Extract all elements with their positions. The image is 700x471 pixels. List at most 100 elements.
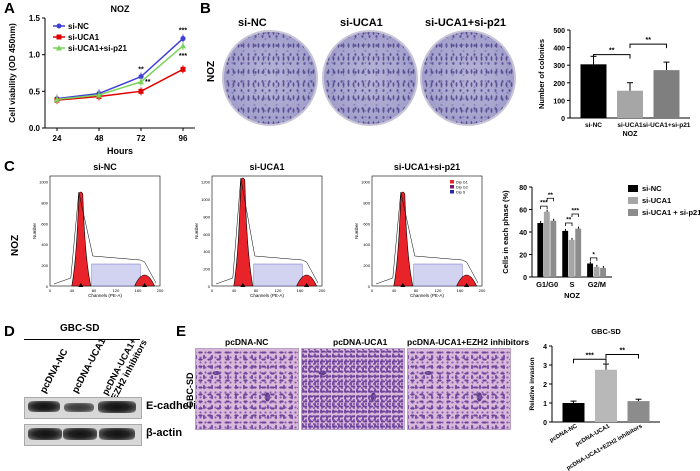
histogram-x-tick-label: 80: [254, 288, 259, 293]
chart-a-x-label: Hours: [107, 146, 133, 156]
chart-a-x-tick-label: 96: [179, 134, 188, 143]
micro-title-pcdna-nc: pcDNA-NC: [225, 337, 269, 347]
chart-a-legend-label: si-UCA1: [68, 33, 100, 42]
chart-b-bar-2: [653, 70, 680, 118]
histogram-x-tick-label: 120: [113, 288, 120, 293]
histogram-marker: [304, 283, 310, 287]
histogram-x-tick-label: 200: [319, 288, 326, 293]
histogram-x-tick-label: 40: [232, 288, 237, 293]
histogram-x-tick-label: 160: [457, 288, 464, 293]
lane-label-pcdna-nc: pcDNA-NC: [38, 347, 71, 396]
histogram-x-label: Channels (PE-A): [88, 293, 122, 298]
chart-e-y-tick-label: 4: [543, 344, 547, 351]
blot-band-2: [64, 403, 94, 412]
chart-c-bar: [575, 228, 582, 277]
histogram-s-phase: [253, 263, 303, 287]
dish-label-si-uca1-si-p21: si-UCA1+si-p21: [425, 17, 507, 29]
histogram-g1-peak: [393, 191, 414, 287]
chart-c-sig: **: [566, 217, 572, 224]
chart-a-series-line-2: [56, 45, 184, 101]
chart-b-y-tick-label: 200: [553, 81, 565, 88]
chart-a-y-label: Cell viability (OD 450nm): [7, 23, 17, 123]
chart-c-legend-label: si-UCA1: [642, 196, 671, 205]
chart-b-x-tick-label: si-UCA1: [617, 122, 643, 129]
histogram-g2-peak: [134, 274, 156, 287]
chart-b-y-tick-label: 0: [561, 116, 565, 123]
colony-dish-si-uca1-si-p21: [420, 30, 516, 126]
chart-a-sig: ***: [179, 53, 187, 60]
chart-b-y-tick-label: 500: [553, 28, 565, 35]
histogram-x-tick-label: 200: [479, 288, 486, 293]
phase-legend-swatch: [450, 190, 454, 194]
chart-a-x-tick-label: 48: [95, 134, 104, 143]
chart-a-title: NOZ: [111, 4, 131, 14]
chart-c-bar: [550, 220, 557, 277]
histogram-y-tick-label: 400: [203, 249, 210, 254]
histogram-x-tick-label: 160: [297, 288, 304, 293]
chart-e-y-tick-label: 3: [543, 363, 547, 370]
chart-a-sig: **: [145, 79, 151, 86]
chart-b-y-label: Number of colonies: [537, 39, 546, 109]
chart-c-bar: [587, 263, 594, 277]
histogram-y-tick-label: 200: [363, 263, 370, 268]
chart-c-legend-label: si-UCA1 + si-p21: [642, 208, 700, 217]
panel-a-letter: A: [4, 0, 15, 17]
histogram-outline: [215, 177, 319, 285]
blot-band-5: [63, 428, 97, 440]
panel-e-row-label: GBC-SD: [185, 372, 195, 409]
phase-legend-swatch: [450, 180, 454, 184]
histogram-y-label: Number: [32, 223, 37, 240]
blot-band-1: [28, 401, 60, 412]
chart-b-x-label: NOZ: [623, 131, 639, 138]
chart-b-bar-0: [580, 64, 607, 118]
histogram-marker: [78, 283, 84, 287]
histogram-x-tick-label: 200: [157, 288, 164, 293]
chart-a-legend-marker: [56, 34, 62, 40]
chart-c-bar: [568, 239, 575, 277]
panel-c-bar-chart: 0 20 40 60 80 Cells in each phase (%) G1/G0 S G2…: [501, 184, 700, 300]
histogram-y-tick-label: 1000: [361, 180, 371, 185]
lane-label-pcdna-uca1-ezh2: pcDNA-UCA1+ EZH2 inhibitors: [100, 336, 149, 402]
histogram-title-2: si-UCA1+si-p21: [394, 162, 460, 172]
histogram-x-tick-label: 80: [414, 288, 419, 293]
histogram-y-tick-label: 800: [203, 214, 210, 219]
phase-legend-swatch: [450, 185, 454, 189]
histogram-marker: [240, 283, 246, 287]
chart-c-x-tick-label: G2/M: [588, 280, 606, 289]
histogram-y-tick-label: 800: [41, 200, 48, 205]
histogram-marker: [400, 283, 406, 287]
chart-c-bar: [600, 268, 607, 277]
chart-a-sig: ***: [179, 28, 187, 35]
chart-c-sig-bracket: [571, 213, 579, 217]
histogram-y-tick-label: 600: [363, 221, 370, 226]
chart-e-bar-1: [595, 369, 617, 422]
chart-a-point: [96, 92, 102, 98]
dish-label-si-uca1: si-UCA1: [340, 17, 383, 29]
histogram-y-tick-label: 0: [208, 284, 211, 289]
chart-a-legend-marker: [56, 45, 62, 51]
panel-e-letter: E: [176, 323, 187, 340]
histogram-y-tick-label: 1000: [39, 180, 49, 185]
histogram-y-tick-label: 800: [363, 200, 370, 205]
chart-c-sig: *: [592, 251, 595, 258]
micro-title-pcdna-uca1: pcDNA-UCA1: [333, 337, 388, 347]
histogram-y-tick-label: 600: [203, 232, 210, 237]
colony-dish-si-uca1: [322, 30, 418, 126]
chart-e-y-tick-label: 2: [543, 382, 547, 389]
histogram-x-tick-label: 40: [392, 288, 397, 293]
chart-a-legend-label: si-UCA1+si-p21: [68, 44, 127, 53]
chart-b-sig-bracket: [593, 54, 631, 59]
chart-c-y-tick-label: 0: [523, 275, 527, 282]
dish-label-si-nc: si-NC: [238, 17, 267, 29]
histogram-outline: [375, 191, 479, 285]
histogram-x-tick-label: 0: [211, 288, 214, 293]
chart-c-legend-swatch: [628, 209, 638, 216]
chart-c-y-label: Cells in each phase (%): [501, 190, 510, 274]
chart-e-sig-bracket: [573, 358, 607, 364]
chart-e-sig-bracket: [605, 354, 639, 359]
chart-c-y-tick-label: 60: [519, 208, 527, 215]
histogram-y-tick-label: 400: [363, 242, 370, 247]
histogram-x-tick-label: 80: [92, 288, 97, 293]
chart-e-y-label: Relative invasion: [529, 357, 536, 410]
